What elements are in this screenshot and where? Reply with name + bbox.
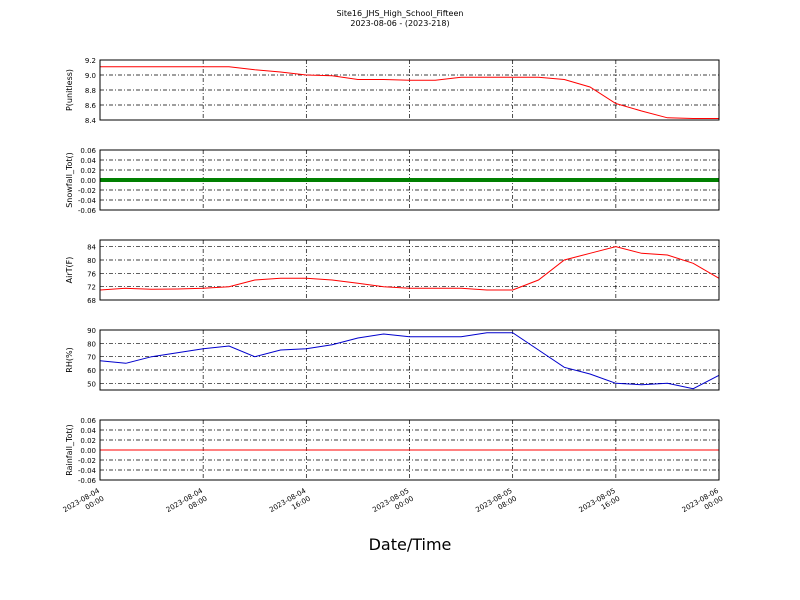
chart-title: Site16_JHS_High_School_Fifteen [337,9,464,18]
y-axis-label: AirT(F) [65,257,74,284]
y-tick-label: 9.0 [85,72,96,80]
x-axis-label: Date/Time [369,535,452,554]
data-line [100,66,719,119]
y-tick-label: 8.4 [85,117,97,125]
y-tick-label: 8.8 [85,87,96,95]
x-tick-label: 2023-08-0508:00 [474,487,518,522]
y-tick-label: 80 [87,257,96,265]
x-tick-label: 2023-08-0408:00 [165,487,209,522]
x-tick-label: 2023-08-0500:00 [371,487,415,522]
y-tick-label: 0.02 [80,437,96,445]
data-line [99,246,720,291]
y-tick-label: 8.6 [85,102,97,110]
y-tick-label: 0.00 [80,447,96,455]
x-tick-label: 2023-08-0416:00 [268,487,312,522]
y-tick-label: 0.04 [80,157,96,165]
y-tick-label: -0.04 [78,197,97,205]
x-tick-label: 2023-08-0516:00 [578,487,622,522]
y-tick-label: 84 [87,244,96,252]
x-tick-label: 2023-08-0600:00 [681,487,725,522]
x-tick-label: 2023-08-0400:00 [62,487,106,522]
y-tick-label: -0.02 [78,457,96,465]
y-axis-label: P(unitless) [65,69,74,111]
y-tick-label: 70 [87,354,96,362]
y-tick-label: 0.04 [80,427,96,435]
plot-frame [99,329,720,391]
y-tick-label: 0.06 [80,147,96,155]
y-tick-label: 76 [87,270,96,278]
y-tick-label: -0.06 [78,477,97,485]
y-tick-label: 50 [87,380,96,388]
y-axis-label: Rainfall_Tot() [65,424,74,476]
y-tick-label: -0.04 [78,467,97,475]
plot-frame [99,419,720,481]
plot-frame [99,239,720,301]
y-tick-label: -0.02 [78,187,96,195]
y-tick-label: 9.2 [85,57,96,65]
y-axis-label: RH(%) [65,347,74,372]
y-tick-label: 80 [87,340,96,348]
y-tick-label: 68 [87,297,96,305]
y-tick-label: 72 [87,284,96,292]
y-tick-label: 90 [87,327,96,335]
y-tick-label: 0.06 [80,417,96,425]
y-tick-label: -0.06 [78,207,97,215]
y-axis-label: Snowfall_Tot() [65,152,74,208]
chart-subtitle: 2023-08-06 - (2023-218) [350,19,449,28]
y-tick-label: 0.02 [80,167,96,175]
plot-frame [99,59,720,121]
data-line [99,332,720,390]
plot-frame [99,149,720,211]
y-tick-label: 60 [87,367,96,375]
y-tick-label: 0.00 [80,177,96,185]
